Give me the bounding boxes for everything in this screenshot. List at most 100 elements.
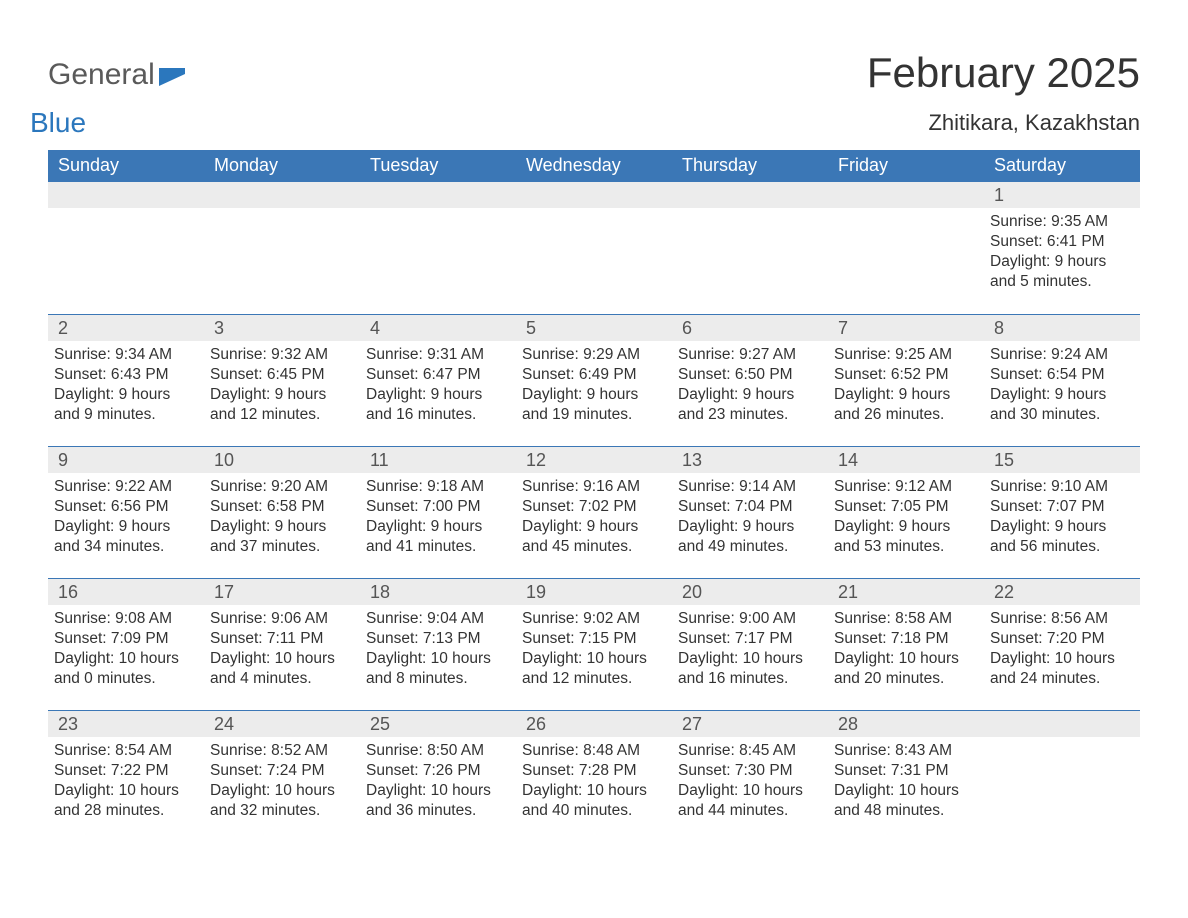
day-sunrise: Sunrise: 9:02 AM [522, 609, 666, 629]
day-day1: Daylight: 9 hours [366, 385, 510, 405]
day-sunset: Sunset: 7:02 PM [522, 497, 666, 517]
day-day1: Daylight: 9 hours [678, 517, 822, 537]
day-body: Sunrise: 9:29 AMSunset: 6:49 PMDaylight:… [522, 345, 666, 424]
day-number: 20 [672, 579, 828, 605]
day-cell [516, 182, 672, 314]
day-day1: Daylight: 10 hours [834, 781, 978, 801]
day-cell [672, 182, 828, 314]
day-day1: Daylight: 9 hours [834, 517, 978, 537]
day-cell: 1Sunrise: 9:35 AMSunset: 6:41 PMDaylight… [984, 182, 1140, 314]
day-sunrise: Sunrise: 9:27 AM [678, 345, 822, 365]
day-number: 27 [672, 711, 828, 737]
day-sunset: Sunset: 6:50 PM [678, 365, 822, 385]
day-day1: Daylight: 9 hours [54, 517, 198, 537]
day-sunrise: Sunrise: 8:48 AM [522, 741, 666, 761]
day-number: 13 [672, 447, 828, 473]
week-row: 16Sunrise: 9:08 AMSunset: 7:09 PMDayligh… [48, 578, 1140, 710]
day-sunrise: Sunrise: 9:14 AM [678, 477, 822, 497]
day-cell: 25Sunrise: 8:50 AMSunset: 7:26 PMDayligh… [360, 711, 516, 842]
day-cell: 24Sunrise: 8:52 AMSunset: 7:24 PMDayligh… [204, 711, 360, 842]
day-sunset: Sunset: 7:04 PM [678, 497, 822, 517]
day-sunset: Sunset: 6:45 PM [210, 365, 354, 385]
day-cell: 27 Sunrise: 8:45 AMSunset: 7:30 PMDayligh… [672, 711, 828, 842]
day-body: Sunrise: 9:34 AMSunset: 6:43 PMDaylight:… [54, 345, 198, 424]
day-number [672, 182, 828, 208]
day-day2: and 28 minutes. [54, 801, 198, 821]
day-sunset: Sunset: 7:26 PM [366, 761, 510, 781]
day-cell [360, 182, 516, 314]
day-day2: and 30 minutes. [990, 405, 1134, 425]
day-cell: 23Sunrise: 8:54 AMSunset: 7:22 PMDayligh… [48, 711, 204, 842]
day-day1: Daylight: 10 hours [210, 649, 354, 669]
day-cell [204, 182, 360, 314]
day-cell: 4Sunrise: 9:31 AMSunset: 6:47 PMDaylight… [360, 315, 516, 446]
day-day1: Daylight: 9 hours [834, 385, 978, 405]
weekday-monday: Monday [204, 150, 360, 182]
day-body: Sunrise: 9:25 AMSunset: 6:52 PMDaylight:… [834, 345, 978, 424]
day-body: Sunrise: 8:56 AMSunset: 7:20 PMDaylight:… [990, 609, 1134, 688]
day-day1: Daylight: 9 hours [54, 385, 198, 405]
day-sunrise: Sunrise: 9:32 AM [210, 345, 354, 365]
day-sunrise: Sunrise: 9:20 AM [210, 477, 354, 497]
day-sunrise: Sunrise: 8:54 AM [54, 741, 198, 761]
day-sunrise: Sunrise: 8:50 AM [366, 741, 510, 761]
month-title: February 2025 [867, 50, 1140, 96]
day-day1: Daylight: 10 hours [678, 781, 822, 801]
week-row: 1Sunrise: 9:35 AMSunset: 6:41 PMDaylight… [48, 182, 1140, 314]
day-cell: 7Sunrise: 9:25 AMSunset: 6:52 PMDaylight… [828, 315, 984, 446]
day-sunset: Sunset: 6:52 PM [834, 365, 978, 385]
day-number: 11 [360, 447, 516, 473]
day-body: Sunrise: 8:45 AMSunset: 7:30 PMDaylight:… [678, 741, 822, 820]
day-day1: Daylight: 9 hours [210, 385, 354, 405]
day-sunset: Sunset: 7:31 PM [834, 761, 978, 781]
day-sunset: Sunset: 7:24 PM [210, 761, 354, 781]
day-day1: Daylight: 9 hours [990, 385, 1134, 405]
day-day1: Daylight: 9 hours [678, 385, 822, 405]
day-body: Sunrise: 8:43 AMSunset: 7:31 PMDaylight:… [834, 741, 978, 820]
day-number: 17 [204, 579, 360, 605]
day-day1: Daylight: 9 hours [990, 252, 1134, 272]
day-sunset: Sunset: 6:43 PM [54, 365, 198, 385]
day-sunset: Sunset: 7:20 PM [990, 629, 1134, 649]
day-sunset: Sunset: 7:07 PM [990, 497, 1134, 517]
day-sunset: Sunset: 6:41 PM [990, 232, 1134, 252]
day-day2: and 34 minutes. [54, 537, 198, 557]
day-day1: Daylight: 9 hours [366, 517, 510, 537]
day-sunset: Sunset: 6:47 PM [366, 365, 510, 385]
day-day2: and 53 minutes. [834, 537, 978, 557]
day-body: Sunrise: 9:32 AMSunset: 6:45 PMDaylight:… [210, 345, 354, 424]
day-number [828, 182, 984, 208]
day-sunset: Sunset: 7:09 PM [54, 629, 198, 649]
day-number: 19 [516, 579, 672, 605]
day-number: 14 [828, 447, 984, 473]
day-day1: Daylight: 10 hours [210, 781, 354, 801]
day-number: 16 [48, 579, 204, 605]
weeks-container: 1Sunrise: 9:35 AMSunset: 6:41 PMDaylight… [48, 182, 1140, 842]
day-sunrise: Sunrise: 9:00 AM [678, 609, 822, 629]
logo-text-blue: Blue [30, 107, 86, 138]
day-number: 25 [360, 711, 516, 737]
day-number: 18 [360, 579, 516, 605]
day-number [516, 182, 672, 208]
day-sunrise: Sunrise: 8:52 AM [210, 741, 354, 761]
day-day2: and 32 minutes. [210, 801, 354, 821]
day-body: Sunrise: 9:04 AMSunset: 7:13 PMDaylight:… [366, 609, 510, 688]
day-number: 3 [204, 315, 360, 341]
weekday-tuesday: Tuesday [360, 150, 516, 182]
calendar: Sunday Monday Tuesday Wednesday Thursday… [48, 150, 1140, 842]
logo-flag-icon [159, 64, 189, 97]
day-cell: 3 Sunrise: 9:32 AMSunset: 6:45 PMDaylight… [204, 315, 360, 446]
day-number [984, 711, 1140, 737]
day-day2: and 16 minutes. [678, 669, 822, 689]
day-cell: 12Sunrise: 9:16 AMSunset: 7:02 PMDayligh… [516, 447, 672, 578]
day-number: 6 [672, 315, 828, 341]
day-day2: and 20 minutes. [834, 669, 978, 689]
day-number: 5 [516, 315, 672, 341]
day-cell: 16Sunrise: 9:08 AMSunset: 7:09 PMDayligh… [48, 579, 204, 710]
day-cell: 19Sunrise: 9:02 AMSunset: 7:15 PMDayligh… [516, 579, 672, 710]
location-label: Zhitikara, Kazakhstan [867, 110, 1140, 136]
day-sunset: Sunset: 7:22 PM [54, 761, 198, 781]
day-number: 4 [360, 315, 516, 341]
day-number: 10 [204, 447, 360, 473]
day-cell: 13 Sunrise: 9:14 AMSunset: 7:04 PMDayligh… [672, 447, 828, 578]
